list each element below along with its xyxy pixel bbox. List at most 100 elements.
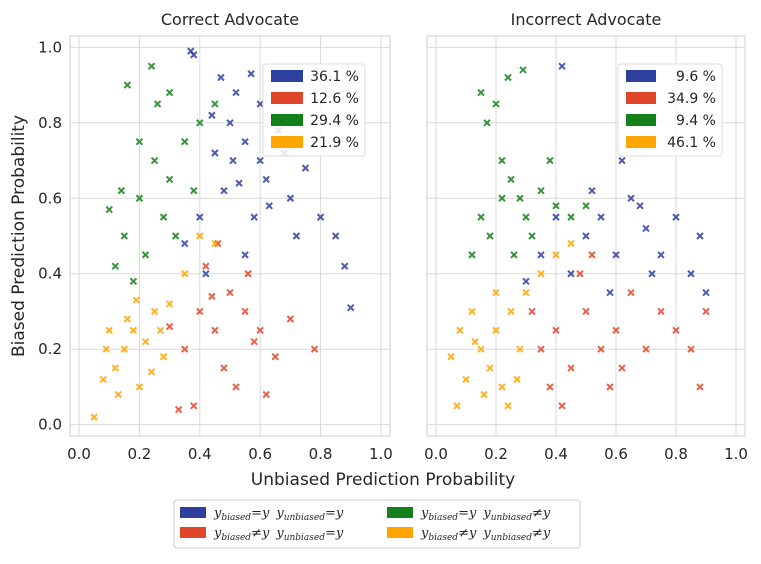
scatter-point-rb [612,326,620,335]
panel-frame [69,35,391,437]
scatter-point-gb [153,100,162,108]
scatter-point-ob [141,337,150,346]
panel-correct-advocate: Correct Advocate 0.0 0.2 0.4 0.6 0.8 1.0 0.00… [38,10,393,463]
scatter-point-ob [456,326,464,335]
scatter-point-rb [165,322,174,331]
scatter-point-ob [111,364,119,372]
legend-pct-orange: 21.9 % [310,135,359,151]
scatter-point-ob [156,326,165,335]
scatter-point-gb [567,213,575,221]
scatter-point-gb [147,62,156,70]
scatter-point-ob [492,288,500,297]
scatter-point-bb [672,213,680,221]
scatter-point-bb [217,73,225,82]
scatter-point-ob [165,300,174,308]
scatter-point-rb [211,326,219,335]
scatter-point-rb [657,307,665,316]
scatter-point-rb [262,390,270,399]
scatter-point-bb [232,88,240,97]
scatter-point-rb [627,288,635,297]
scatter-point-ob [150,307,159,316]
scatter-point-bb [250,213,258,221]
scatter-point-rb [552,326,560,335]
scatter-point-ob [120,345,129,353]
scatter-point-bb [181,239,189,248]
scatter-point-ob [114,390,123,399]
scatter-point-rb [687,345,695,353]
legend-pct-green: 9.4 % [676,113,716,129]
x-tick-label: 0.2 [484,445,508,463]
scatter-point-gb [528,232,536,240]
bottom-legend-label-red: ybiased≠y yunbiased=y [213,526,344,543]
scatter-point-bb [196,213,204,221]
x-tick-label: 0.4 [188,445,212,463]
legend-swatch-orange [271,136,303,148]
scatter-point-ob [471,337,479,346]
scatter-point-bb [256,100,264,108]
inset-legend: 9.6 % 34.9 % 9.4 % 46.1 % [617,63,723,157]
scatter-point-bb [537,251,545,259]
legend-pct-orange: 46.1 % [667,135,716,151]
x-tick-label: 0.6 [604,445,628,463]
scatter-point-ob [537,270,545,278]
bottom-legend-swatch-green [387,507,413,518]
scatter-point-gb [135,137,144,146]
legend-swatch-green [626,114,656,126]
scatter-point-gb [165,175,174,184]
scatter-point-ob [507,307,515,316]
scatter-point-rb [588,251,596,259]
scatter-point-bb [241,137,249,146]
scatter-point-gb [477,88,485,97]
scatter-point-bb [567,270,575,278]
scatter-point-rb [232,383,240,391]
scatter-point-rb [528,307,536,316]
scatter-point-bb [220,187,228,195]
scatter-point-rb [642,345,650,353]
scatter-point-rb [558,402,566,410]
scatter-point-ob [477,345,485,353]
scatter-point-rb [567,364,575,372]
bottom-legend-label-orange: ybiased≠y yunbiased≠y [420,526,551,543]
scatter-point-gb [486,232,494,240]
x-tick-label: 0.4 [544,445,568,463]
scatter-point-bb [687,270,695,278]
scatter-point-bb [597,213,605,221]
scatter-point-ob [135,383,144,391]
scatter-point-rb [537,345,545,353]
scatter-point-ob [447,353,455,361]
y-tick-label: 0.2 [38,340,62,358]
scatter-point-gb [141,251,150,259]
scatter-point-bb [558,62,566,70]
scatter-point-rb [208,292,216,301]
scatter-point-bb [301,164,310,172]
scatter-point-bb [606,288,614,297]
x-tick-labels: 0.0 0.2 0.4 0.6 0.8 1.0 [67,445,393,463]
legend-swatch-orange [626,136,656,148]
scatter-point-bb [696,232,704,240]
x-tick-label: 0.0 [424,445,448,463]
bottom-legend-swatch-blue [180,507,206,518]
x-tick-label: 0.6 [248,445,272,463]
scatter-point-bb [241,251,249,259]
x-tick-labels: 0.0 0.2 0.4 0.6 0.8 1.0 [424,445,748,463]
scatter-point-bb [347,303,355,312]
scatter-point-ob [105,326,113,335]
scatter-point-gb [120,232,129,240]
scatter-point-gb [111,262,119,270]
scatter-point-rb [271,353,279,361]
scatter-point-gb [537,187,545,195]
scatter-point-ob [90,413,98,421]
scatter-point-bb [226,119,234,127]
legend-pct-red: 34.9 % [667,91,716,107]
scatter-point-bb [262,175,270,184]
x-tick-label: 0.8 [309,445,333,463]
scatter-point-bb [648,270,656,278]
panel-incorrect-advocate: Incorrect Advocate 0.0 0.2 0.4 0.6 0.8 1.0 9.… [424,10,748,463]
scatter-point-bb [247,70,255,78]
scatter-point-ob [552,251,560,259]
scatter-point-ob [492,326,500,335]
scatter-point-rb [310,345,319,353]
legend-box [262,63,366,157]
scatter-point-ob [159,353,168,361]
scatter-point-ob [498,383,506,391]
